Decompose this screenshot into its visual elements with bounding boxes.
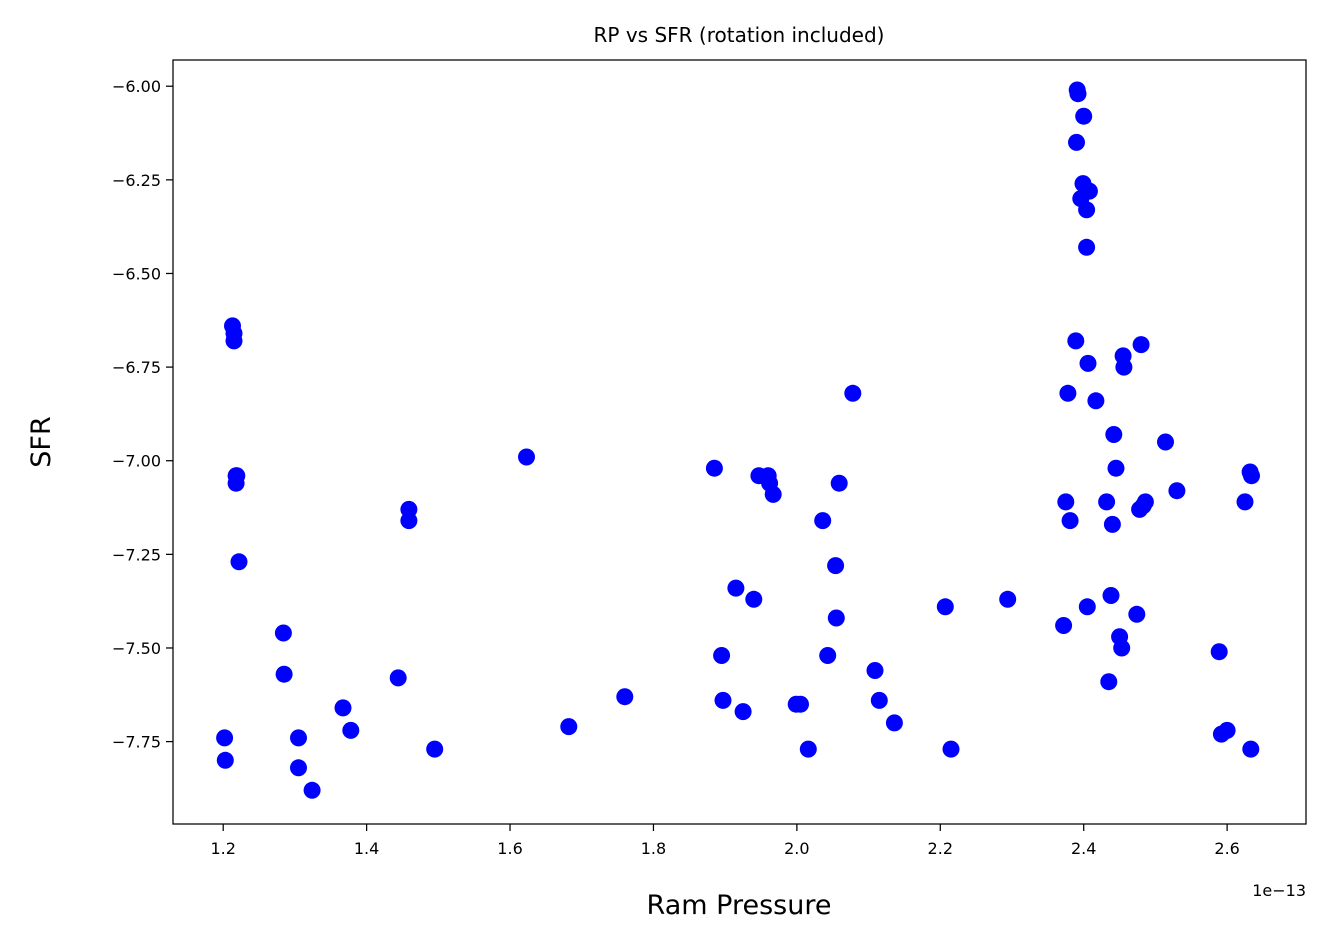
data-point xyxy=(1075,107,1093,125)
data-point xyxy=(290,759,307,777)
data-point xyxy=(303,781,321,799)
data-point xyxy=(1078,238,1096,256)
data-point xyxy=(814,512,832,530)
data-point xyxy=(1128,605,1146,623)
y-axis-ticks: −6.00 −6.25 −6.50 −6.75 −7.00 −7.25 −7.50 −7.75 xyxy=(112,77,173,752)
data-point xyxy=(827,609,845,627)
data-point xyxy=(764,485,782,503)
x-axis-label: Ram Pressure xyxy=(647,890,832,921)
data-point xyxy=(1218,721,1236,739)
data-point xyxy=(1080,182,1098,200)
data-point xyxy=(290,729,307,747)
data-point xyxy=(216,729,234,747)
data-point xyxy=(400,512,418,530)
data-point xyxy=(1113,639,1131,657)
plot-frame xyxy=(172,59,1307,825)
data-point xyxy=(1079,354,1097,372)
data-point xyxy=(1242,740,1260,758)
data-point xyxy=(342,721,360,739)
data-point xyxy=(866,662,884,679)
data-point xyxy=(844,384,862,402)
x-tick-label: 1.4 xyxy=(354,839,379,858)
data-point xyxy=(885,714,903,732)
data-point xyxy=(1055,617,1073,634)
data-point xyxy=(1102,587,1120,604)
data-point xyxy=(1103,515,1121,533)
x-tick-label: 2.4 xyxy=(1071,839,1096,858)
data-point xyxy=(560,718,578,736)
x-tick-label: 2.2 xyxy=(928,839,953,858)
data-point xyxy=(819,647,837,664)
data-point xyxy=(792,695,809,713)
y-tick-label: −7.25 xyxy=(112,545,161,564)
data-point xyxy=(1107,459,1125,477)
data-point xyxy=(1105,426,1123,443)
data-points xyxy=(216,81,1260,799)
data-point xyxy=(1078,201,1096,219)
data-point xyxy=(1067,332,1085,350)
x-axis-offset-label: 1e−13 xyxy=(1252,881,1306,900)
data-point xyxy=(1100,673,1118,691)
data-point xyxy=(227,474,245,492)
data-point xyxy=(1136,493,1154,511)
data-point xyxy=(616,688,634,706)
x-tick-label: 2.0 xyxy=(784,839,809,858)
data-point xyxy=(1057,493,1075,511)
data-point xyxy=(714,691,732,709)
data-point xyxy=(1132,336,1150,354)
x-axis-ticks: 1.2 1.4 1.6 1.8 2.0 2.2 2.4 2.6 xyxy=(210,824,1240,858)
data-point xyxy=(1168,482,1186,500)
data-point xyxy=(1115,358,1133,376)
data-point xyxy=(225,332,243,350)
data-point xyxy=(1098,493,1116,511)
data-point xyxy=(1078,598,1096,616)
data-point xyxy=(830,474,848,492)
y-tick-label: −7.75 xyxy=(112,733,161,752)
x-tick-label: 1.8 xyxy=(641,839,666,858)
y-tick-label: −6.25 xyxy=(112,171,161,190)
data-point xyxy=(1087,392,1105,410)
data-point xyxy=(1069,85,1087,103)
data-point xyxy=(727,579,745,597)
data-point xyxy=(870,691,888,709)
data-point xyxy=(799,740,817,758)
data-point xyxy=(942,740,960,758)
y-tick-label: −6.00 xyxy=(112,77,161,96)
data-point xyxy=(518,448,535,466)
data-point xyxy=(705,459,723,477)
chart-title: RP vs SFR (rotation included) xyxy=(594,23,885,47)
data-point xyxy=(745,590,763,608)
data-point xyxy=(275,665,293,683)
data-point xyxy=(1243,467,1260,485)
data-point xyxy=(274,624,292,642)
data-point xyxy=(1210,643,1228,661)
data-point xyxy=(1061,512,1079,530)
y-tick-label: −7.00 xyxy=(112,452,161,471)
y-axis-label: SFR xyxy=(26,416,57,467)
data-point xyxy=(334,699,352,717)
x-tick-label: 1.2 xyxy=(210,839,235,858)
data-point xyxy=(827,557,845,575)
y-tick-label: −7.50 xyxy=(112,639,161,658)
x-tick-label: 2.6 xyxy=(1214,839,1239,858)
data-point xyxy=(1068,133,1085,151)
data-point xyxy=(1157,433,1174,451)
data-point xyxy=(1236,493,1254,511)
data-point xyxy=(999,590,1017,608)
data-point xyxy=(389,669,407,687)
data-point xyxy=(936,598,954,616)
x-tick-label: 1.6 xyxy=(497,839,522,858)
data-point xyxy=(1059,384,1077,402)
data-point xyxy=(734,703,752,721)
data-point xyxy=(216,751,234,769)
data-point xyxy=(426,740,444,758)
y-tick-label: −6.75 xyxy=(112,358,161,377)
data-point xyxy=(230,553,248,571)
data-point xyxy=(713,647,731,664)
y-tick-label: −6.50 xyxy=(112,264,161,283)
